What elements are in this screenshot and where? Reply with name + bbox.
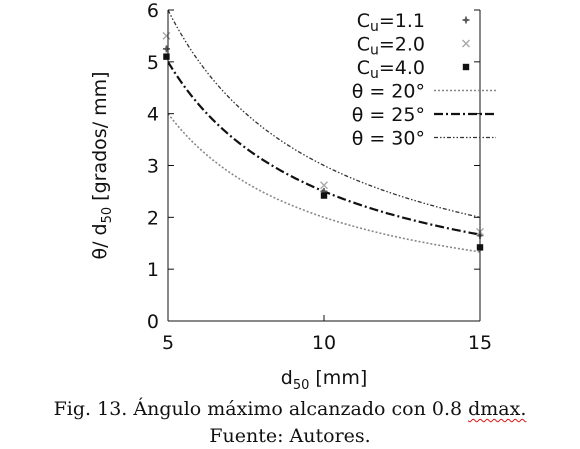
marker-square (163, 53, 170, 60)
caption-text: Fig. 13. Ángulo máximo alcanzado con 0.8 (53, 398, 469, 420)
figure-source: Fuente: Autores. (209, 425, 371, 447)
legend-label: Cu=1.1 (357, 10, 425, 35)
y-tick-label: 3 (147, 156, 159, 178)
x-tick-label: 5 (162, 332, 174, 354)
y-tick-label: 4 (147, 104, 159, 126)
data-point (163, 53, 170, 60)
y-tick-label: 2 (147, 207, 159, 229)
data-point (162, 45, 170, 53)
series-line-1 (168, 113, 480, 253)
marker-stroke (162, 31, 171, 40)
marker-stroke (320, 181, 328, 190)
legend-label: Cu=2.0 (357, 34, 425, 59)
series-line-2 (168, 61, 480, 236)
axis-labels: d50 [mm] θ/ d50 [grados/ mm] (89, 71, 367, 393)
marker-dot (164, 47, 169, 51)
legend-label: Cu=4.0 (357, 57, 425, 82)
plot-area (162, 10, 484, 253)
data-point (320, 181, 328, 190)
axes: 0 1 2 3 4 5 6 5 10 15 (147, 0, 492, 354)
figure-caption: Fig. 13. Ángulo máximo alcanzado con 0.8… (0, 398, 580, 420)
legend-marker (462, 16, 470, 24)
caption-flagged-word: dmax. (468, 398, 527, 420)
y-tick-label: 0 (147, 311, 159, 333)
legend-marker (462, 63, 470, 71)
y-tick-label: 1 (147, 259, 159, 281)
marker-dot (322, 189, 326, 194)
marker-square (462, 63, 470, 71)
data-point (320, 192, 328, 199)
y-tick-label: 6 (147, 0, 159, 22)
data-point (162, 31, 171, 40)
marker-square (320, 192, 328, 199)
y-axis-label: θ/ d50 [grados/ mm] (89, 71, 115, 259)
x-tick-label: 10 (312, 332, 336, 354)
x-axis-label: d50 [mm] (281, 367, 368, 393)
x-tick-label: 15 (468, 332, 492, 354)
legend-label: θ = 20° (352, 81, 425, 103)
marker-stroke (462, 39, 470, 48)
legend-label: θ = 25° (352, 104, 425, 126)
legend-marker (462, 39, 470, 48)
y-tick-label: 5 (147, 52, 159, 74)
marker-dot (464, 18, 468, 22)
legend: Cu=1.1Cu=2.0Cu=4.0θ = 20°θ = 25°θ = 30° (352, 10, 496, 150)
legend-label: θ = 30° (352, 128, 425, 150)
series-line-3 (168, 10, 480, 218)
